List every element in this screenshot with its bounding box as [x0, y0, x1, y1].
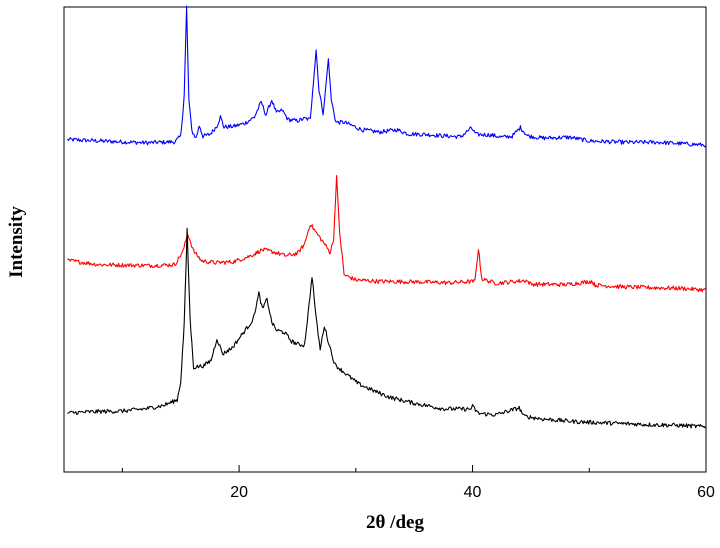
series-line-3	[67, 227, 707, 429]
series-line-1	[67, 5, 707, 148]
x-axis-ticks	[121, 465, 707, 472]
x-tick-labels: 20 40 60	[230, 484, 715, 501]
y-axis-title: Intensity	[6, 206, 27, 278]
series-line-2	[67, 175, 707, 293]
series-layer	[67, 5, 707, 429]
plot-frame	[63, 6, 707, 473]
x-tick-label: 40	[464, 484, 482, 501]
x-tick-label: 60	[697, 484, 715, 501]
x-axis-title: 2θ /deg	[366, 512, 424, 533]
x-tick-label: 20	[230, 484, 248, 501]
